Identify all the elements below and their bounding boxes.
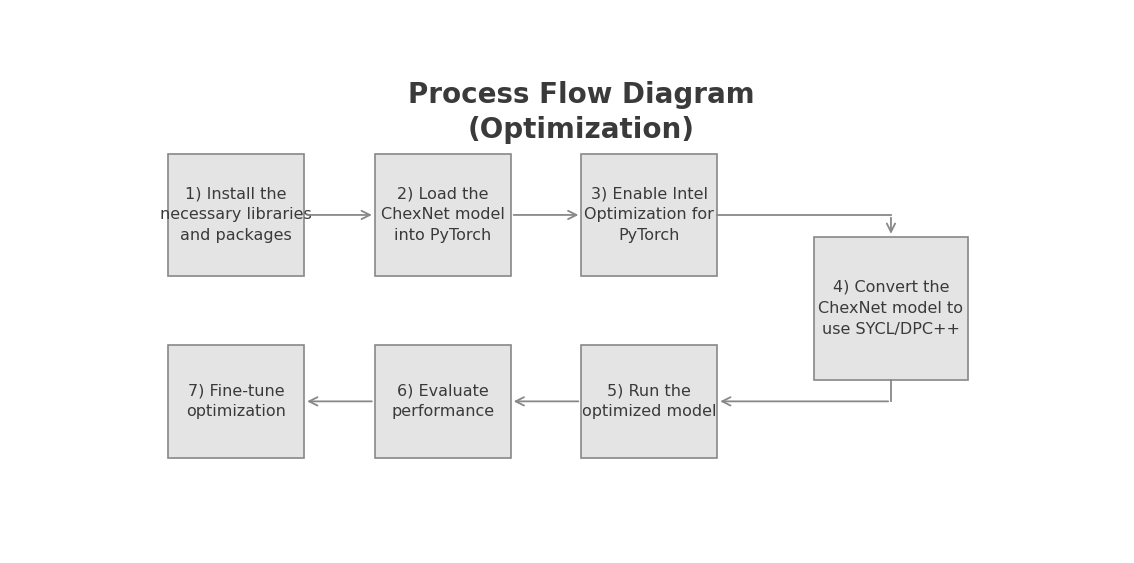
Text: 2) Load the
ChexNet model
into PyTorch: 2) Load the ChexNet model into PyTorch	[381, 186, 505, 243]
FancyBboxPatch shape	[814, 236, 967, 379]
FancyBboxPatch shape	[168, 154, 304, 276]
Text: 6) Evaluate
performance: 6) Evaluate performance	[391, 383, 494, 419]
FancyBboxPatch shape	[581, 345, 718, 458]
Text: 3) Enable Intel
Optimization for
PyTorch: 3) Enable Intel Optimization for PyTorch	[584, 186, 714, 243]
FancyBboxPatch shape	[374, 345, 510, 458]
FancyBboxPatch shape	[374, 154, 510, 276]
Text: 4) Convert the
ChexNet model to
use SYCL/DPC++: 4) Convert the ChexNet model to use SYCL…	[819, 280, 964, 337]
Text: 5) Run the
optimized model: 5) Run the optimized model	[582, 383, 717, 419]
FancyBboxPatch shape	[581, 154, 718, 276]
Text: Process Flow Diagram
(Optimization): Process Flow Diagram (Optimization)	[408, 81, 754, 144]
Text: 7) Fine-tune
optimization: 7) Fine-tune optimization	[186, 383, 286, 419]
Text: 1) Install the
necessary libraries
and packages: 1) Install the necessary libraries and p…	[160, 186, 312, 243]
FancyBboxPatch shape	[168, 345, 304, 458]
